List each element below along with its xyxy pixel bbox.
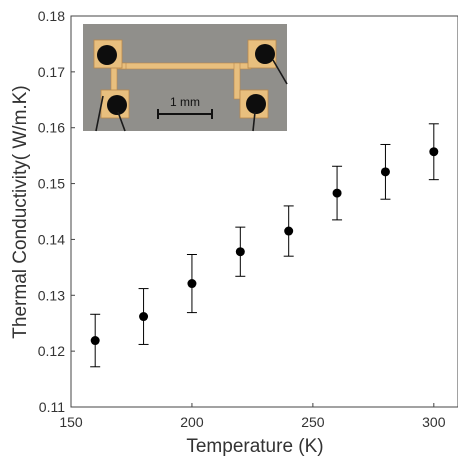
x-axis: 150 200 250 300 (59, 403, 446, 430)
inset-micrograph: 1 mm (83, 24, 288, 132)
plot-frame (70, 15, 458, 408)
error-bars (90, 123, 439, 368)
data-point (187, 279, 197, 289)
x-tick-label: 250 (301, 414, 325, 430)
y-tick-label: 0.16 (38, 120, 65, 136)
y-tick-label: 0.11 (39, 399, 65, 415)
data-point (332, 188, 342, 198)
data-points (90, 147, 439, 346)
y-tick-label: 0.18 (38, 8, 65, 24)
scale-bar: 1 mm (157, 95, 213, 119)
x-tick-label: 200 (180, 414, 204, 430)
y-tick-label: 0.13 (38, 287, 65, 303)
y-axis: 0.11 0.12 0.13 0.14 0.15 0.16 0.17 0.18 (38, 8, 75, 415)
y-tick-label: 0.12 (38, 343, 65, 359)
y-tick-label: 0.15 (38, 176, 65, 192)
data-point (235, 247, 245, 257)
y-axis-title: Thermal Conductivity( W/m.K) (10, 85, 31, 338)
scale-bar-label: 1 mm (170, 95, 200, 109)
probe-wires (95, 59, 288, 132)
data-point (429, 147, 439, 157)
data-point (380, 167, 390, 177)
y-tick-label: 0.17 (38, 64, 65, 80)
x-tick-label: 300 (422, 414, 446, 430)
data-point (284, 226, 294, 236)
contact-dots (97, 44, 275, 115)
y-tick-label: 0.14 (38, 231, 65, 247)
x-axis-title: Temperature (K) (186, 436, 323, 457)
data-point (139, 312, 149, 322)
data-point (90, 336, 100, 346)
x-tick-label: 150 (59, 414, 83, 430)
